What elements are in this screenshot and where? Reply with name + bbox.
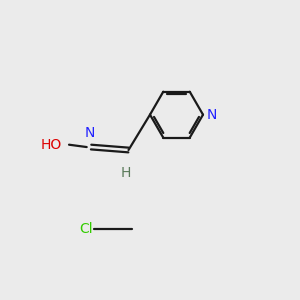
Text: HO: HO <box>41 138 62 152</box>
Text: H: H <box>120 166 131 180</box>
Text: N: N <box>206 108 217 122</box>
Text: N: N <box>85 126 95 140</box>
Text: Cl: Cl <box>79 222 93 236</box>
